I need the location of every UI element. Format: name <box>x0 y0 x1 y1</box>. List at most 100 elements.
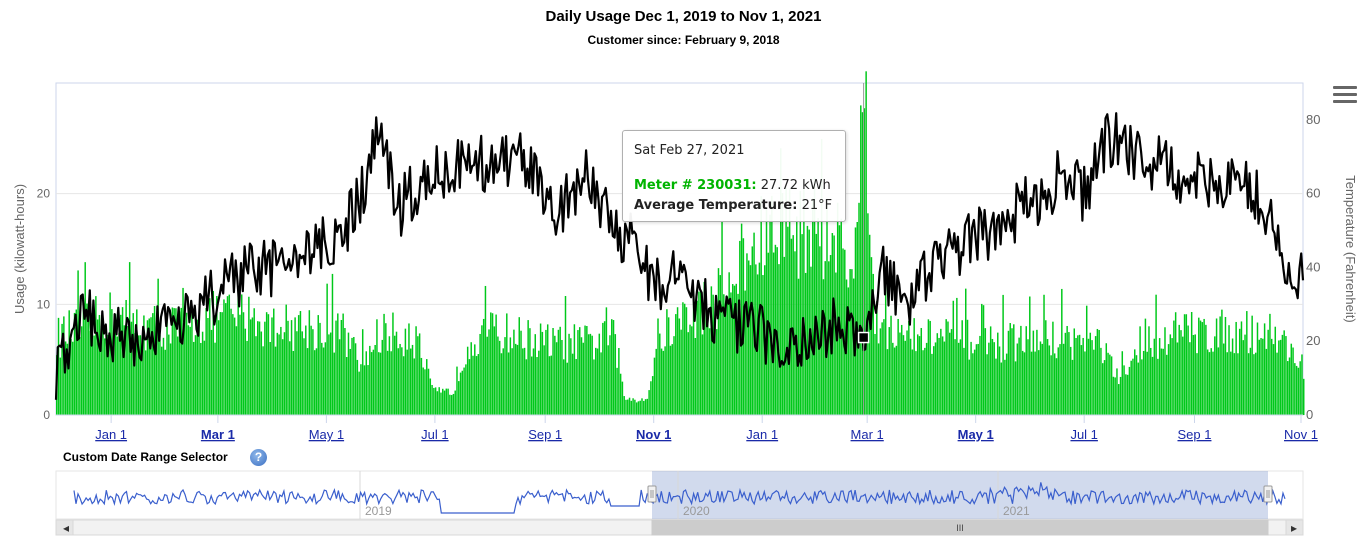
usage-bar <box>136 309 138 415</box>
usage-bar <box>290 320 293 415</box>
usage-bar <box>1176 342 1179 415</box>
usage-bar <box>418 333 421 415</box>
usage-bar <box>881 322 883 415</box>
usage-bar <box>657 318 659 415</box>
x-tick-label[interactable]: May 1 <box>309 427 344 442</box>
usage-bar <box>305 325 307 415</box>
usage-bar <box>89 330 92 415</box>
usage-bar <box>550 355 553 415</box>
usage-bar <box>564 296 567 415</box>
usage-bar <box>1139 326 1141 415</box>
usage-bar <box>118 332 120 415</box>
usage-bar <box>353 337 355 415</box>
usage-bar <box>488 329 490 415</box>
usage-bar <box>1093 349 1095 415</box>
usage-bar <box>66 343 69 415</box>
x-tick-label[interactable]: Mar 1 <box>201 427 235 442</box>
usage-bar <box>776 247 778 415</box>
usage-bar <box>634 399 636 415</box>
usage-bar <box>637 401 640 415</box>
usage-bar <box>908 320 910 415</box>
usage-bar <box>363 365 366 415</box>
usage-bar <box>915 351 917 415</box>
usage-bar <box>251 317 254 415</box>
usage-bar <box>739 240 741 415</box>
usage-bar <box>731 284 734 415</box>
usage-bar <box>865 71 867 416</box>
usage-bar <box>1052 321 1054 415</box>
help-question-icon[interactable]: ? <box>250 449 267 466</box>
usage-bar <box>959 339 962 415</box>
usage-bar <box>454 390 456 415</box>
x-tick-label[interactable]: Jan 1 <box>746 427 778 442</box>
y-left-tick-label: 10 <box>37 297 51 311</box>
usage-bar <box>538 350 540 415</box>
navigator-right-handle[interactable] <box>1263 485 1273 503</box>
usage-bar <box>778 264 780 415</box>
usage-bar <box>169 343 172 415</box>
usage-bar <box>1128 366 1131 415</box>
usage-bar <box>1112 376 1115 415</box>
usage-bar <box>609 335 611 415</box>
usage-bar <box>390 351 392 415</box>
usage-bar <box>762 275 764 415</box>
usage-bar <box>96 319 99 415</box>
usage-bar <box>86 303 88 415</box>
usage-bar <box>365 351 368 415</box>
usage-bar <box>826 201 828 415</box>
x-tick-label[interactable]: May 1 <box>958 427 994 442</box>
usage-bar <box>212 290 215 415</box>
usage-bar <box>541 331 544 415</box>
usage-bar <box>678 318 681 415</box>
scroll-right-arrow-icon[interactable]: ▸ <box>1291 521 1297 535</box>
usage-bar <box>111 309 113 415</box>
navigator-scrollbar[interactable]: III ▸ ◂ <box>55 519 1304 536</box>
x-tick-label[interactable]: Nov 1 <box>636 427 671 442</box>
usage-bar <box>1043 294 1045 415</box>
x-tick-label[interactable]: Jul 1 <box>421 427 448 442</box>
navigator-left-handle[interactable] <box>647 485 657 503</box>
usage-bar <box>1190 312 1193 415</box>
usage-bar <box>945 319 947 415</box>
usage-bar <box>1027 339 1029 415</box>
x-tick-label[interactable]: Jan 1 <box>95 427 127 442</box>
usage-bar <box>1089 332 1092 415</box>
usage-bar <box>1007 330 1010 415</box>
usage-bar <box>356 359 359 415</box>
usage-bar <box>989 326 992 415</box>
x-tick-label[interactable]: Nov 1 <box>1284 427 1318 442</box>
usage-bar <box>233 317 236 415</box>
usage-bar <box>1071 359 1074 415</box>
usage-bar <box>797 278 800 415</box>
hamburger-menu-icon[interactable] <box>1333 86 1357 108</box>
usage-bar <box>1198 317 1200 415</box>
x-tick-label[interactable]: Sep 1 <box>528 427 562 442</box>
usage-bar <box>767 252 770 415</box>
usage-bar <box>91 313 94 415</box>
x-tick-label[interactable]: Mar 1 <box>851 427 884 442</box>
usage-bar <box>518 317 520 415</box>
usage-bar <box>598 333 601 415</box>
usage-bar <box>1150 347 1152 415</box>
usage-bar <box>774 244 777 415</box>
usage-bar <box>701 334 704 415</box>
usage-bar <box>1247 353 1250 415</box>
usage-bar <box>822 279 825 415</box>
usage-bar <box>500 353 503 415</box>
usage-bar <box>1096 328 1099 415</box>
usage-bar <box>331 273 334 415</box>
usage-bar <box>1265 348 1268 415</box>
usage-bar <box>1094 336 1097 415</box>
usage-bar <box>630 400 633 415</box>
usage-bar <box>856 221 858 415</box>
usage-bar <box>203 340 206 415</box>
x-tick-label[interactable]: Jul 1 <box>1070 427 1097 442</box>
usage-bar <box>1125 374 1127 415</box>
x-tick-label[interactable]: Sep 1 <box>1177 427 1211 442</box>
usage-bar <box>70 339 72 415</box>
usage-bar <box>744 290 746 415</box>
scroll-left-arrow-icon[interactable]: ◂ <box>63 521 69 535</box>
usage-bar <box>269 342 271 415</box>
usage-bar <box>1098 330 1100 415</box>
